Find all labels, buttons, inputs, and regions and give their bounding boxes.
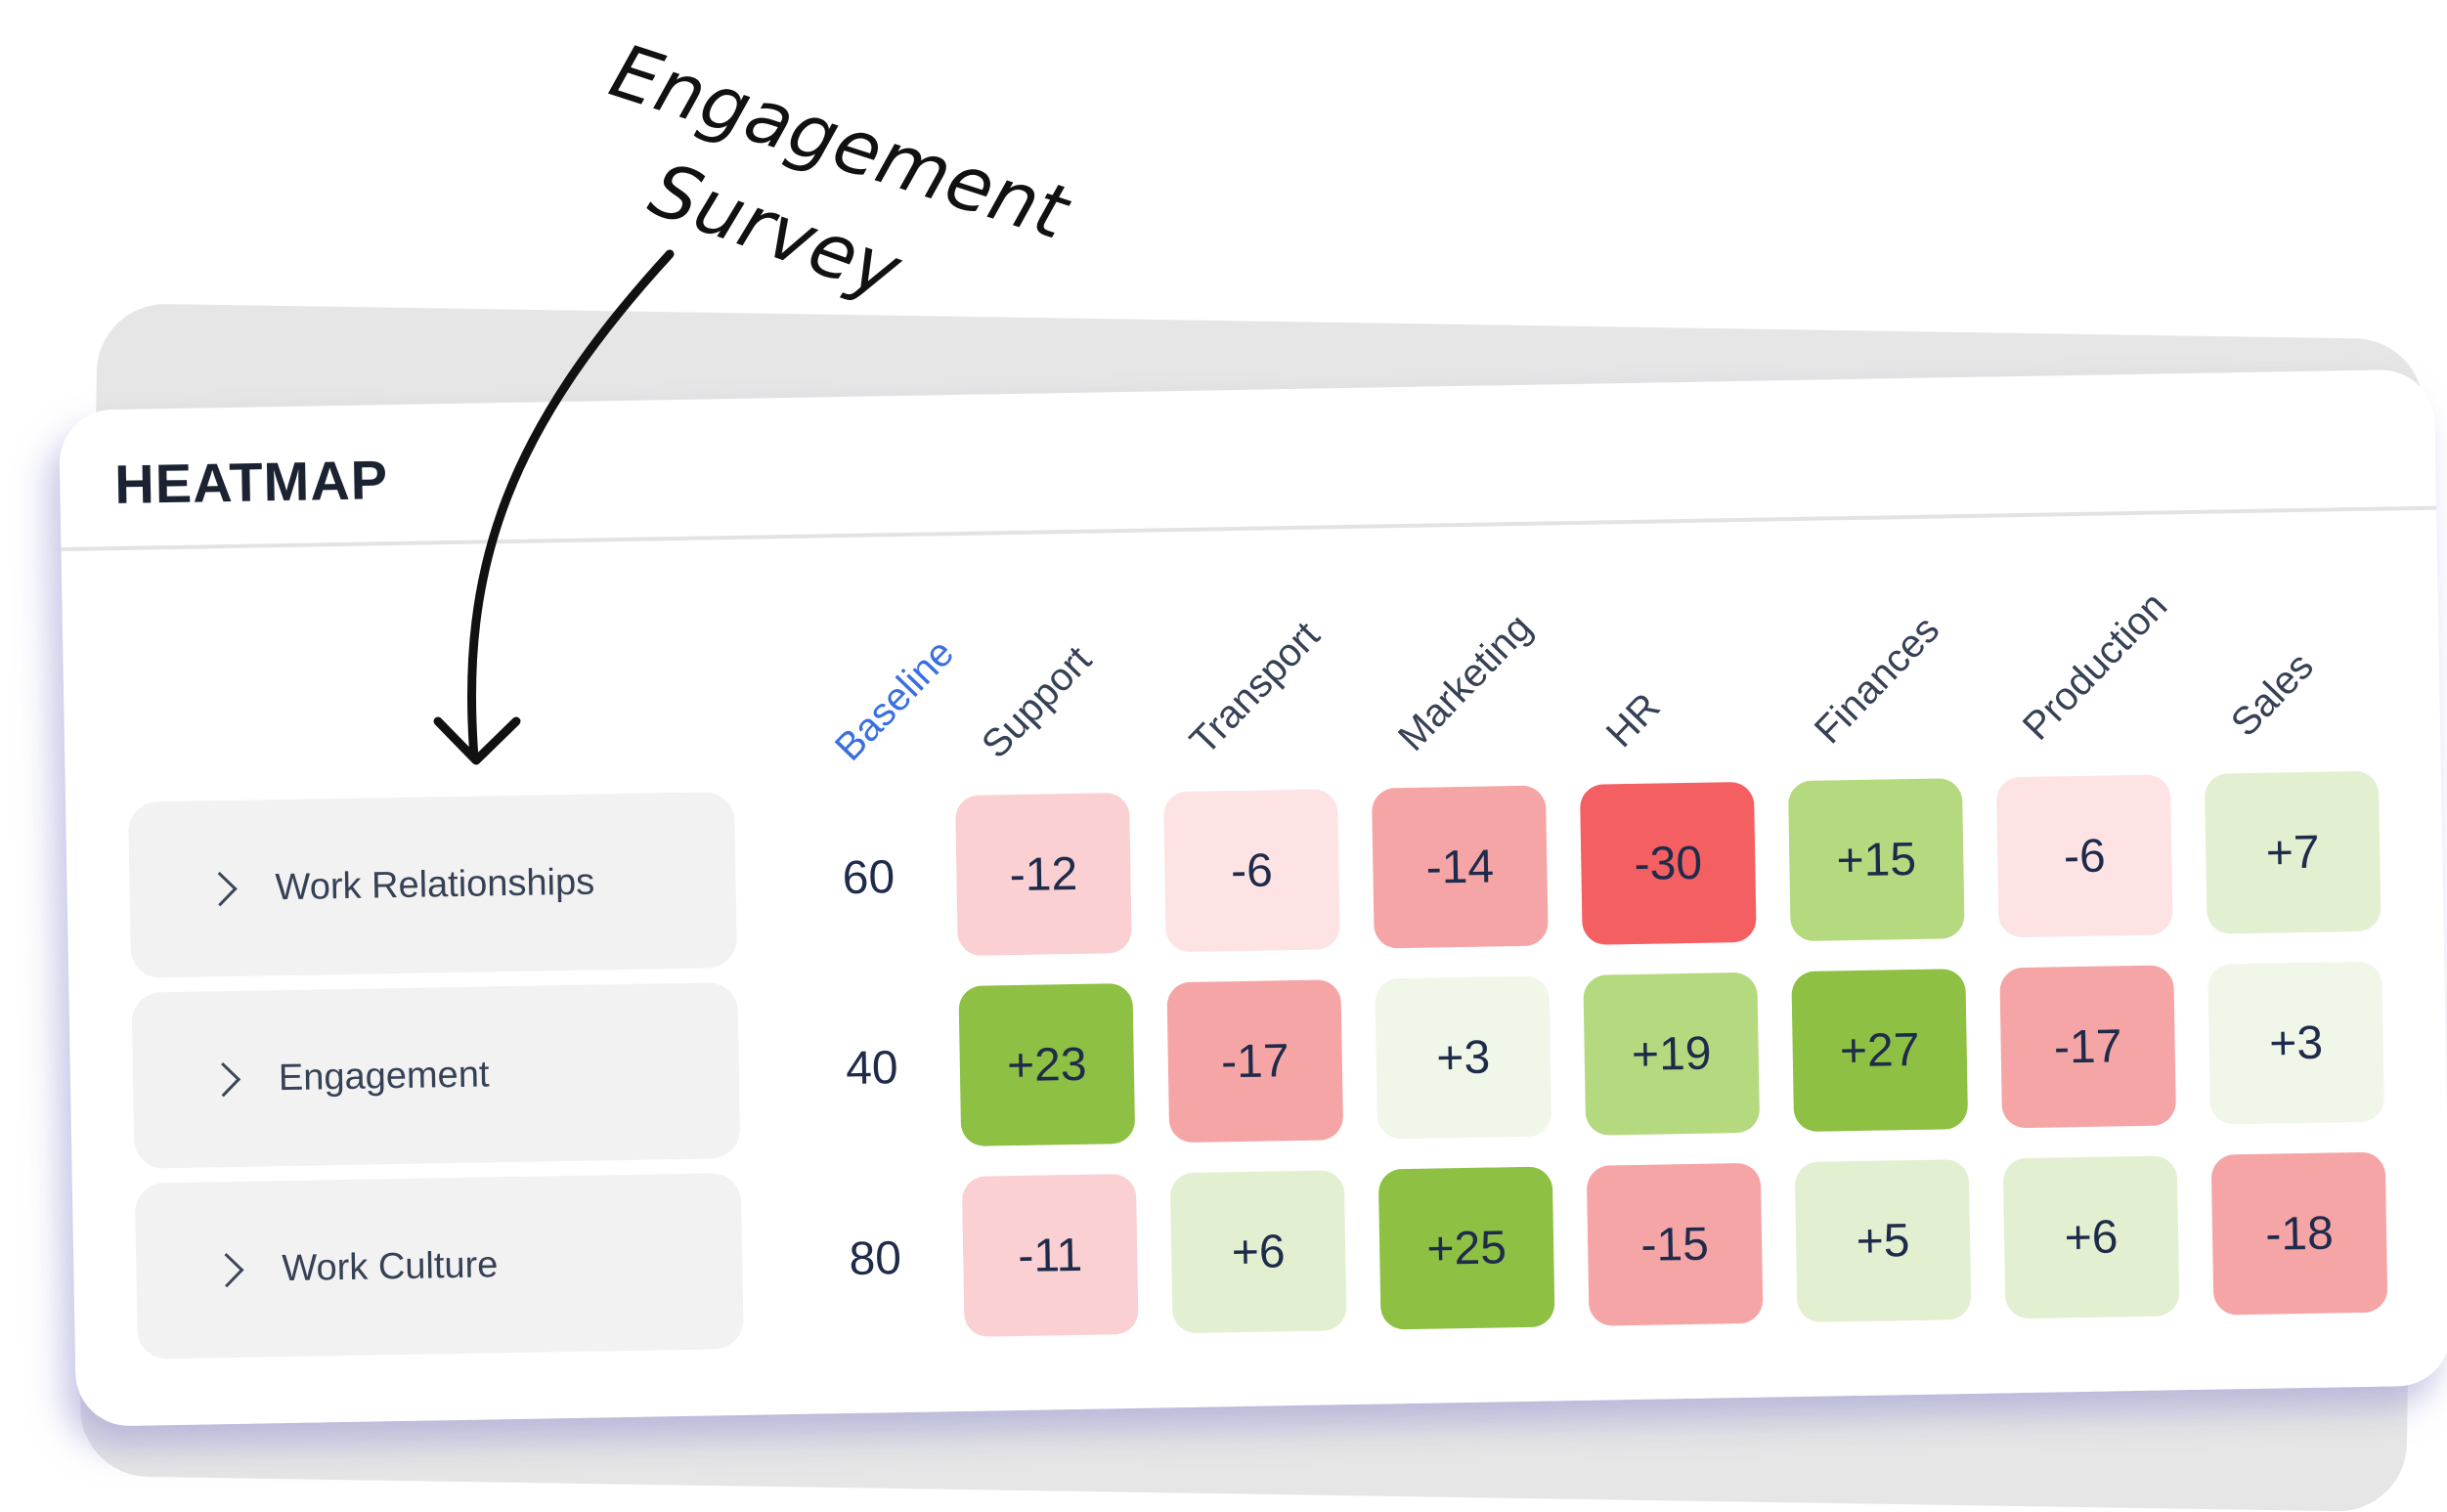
arrow-curve-icon bbox=[466, 249, 675, 762]
arrow-head-icon bbox=[433, 716, 521, 765]
